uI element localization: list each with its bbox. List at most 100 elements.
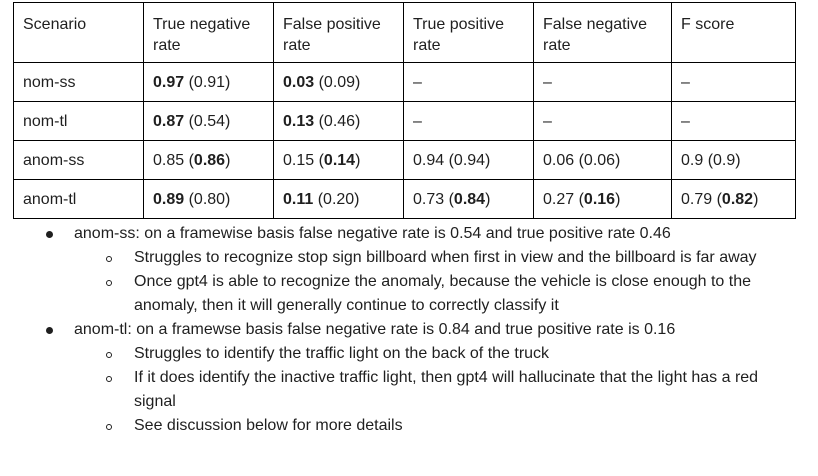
cell-true-negative-rate: 0.85 (0.86) [143, 140, 274, 180]
cell-text: ) [615, 190, 621, 208]
cell-text: ) [753, 190, 759, 208]
header-f-score: F score [671, 2, 796, 63]
table-row: anom-ss 0.85 (0.86) 0.15 (0.14) 0.94 (0.94)… [13, 140, 796, 180]
header-true-negative-rate: True negative rate [143, 2, 274, 63]
cell-false-positive-rate: 0.11 (0.20) [273, 179, 404, 219]
cell-text: 0.79 ( [681, 190, 722, 208]
table-row: nom-ss 0.97 (0.91) 0.03 (0.09) – – – [13, 62, 796, 102]
header-true-positive-rate: True positive rate [403, 2, 534, 63]
cell-text: – [413, 73, 422, 91]
note-item: anom-ss: on a framewise basis false nega… [0, 222, 818, 246]
cell-text: – [543, 73, 552, 91]
cell-text: 0.94 (0.94) [413, 151, 491, 169]
cell-text: 0.15 ( [283, 151, 324, 169]
header-false-negative-rate: False negative rate [533, 2, 672, 63]
cell-text: anom-ss [23, 151, 85, 169]
cell-false-positive-rate: 0.15 (0.14) [273, 140, 404, 180]
header-row: Scenario True negative rate False positi… [13, 2, 796, 63]
results-table: Scenario True negative rate False positi… [13, 2, 796, 219]
cell-text: nom-ss [23, 73, 76, 91]
note-item: anom-tl: on a framewse basis false negat… [0, 318, 818, 342]
bullet-circle-icon [106, 424, 112, 430]
bold-value: 0.86 [193, 151, 226, 169]
cell-false-positive-rate: 0.03 (0.09) [273, 62, 404, 102]
cell-f-score: – [671, 101, 796, 141]
sub-note-item: Struggles to identify the traffic light … [0, 342, 818, 366]
table-row: anom-tl 0.89 (0.80) 0.11 (0.20) 0.73 (0.84)… [13, 179, 796, 219]
bold-value: 0.82 [721, 190, 754, 208]
bold-value: 0.89 [153, 190, 185, 208]
sub-note-item: See discussion below for more details [0, 414, 818, 438]
sub-note-item: If it does identify the inactive traffic… [0, 366, 818, 414]
cell-text: (0.09) [314, 73, 361, 91]
sub-note-text: Once gpt4 is able to recognize the anoma… [134, 273, 751, 314]
cell-text: – [681, 73, 690, 91]
bullet-disc-icon [46, 327, 53, 334]
bullet-circle-icon [106, 256, 112, 262]
table-row: nom-tl 0.87 (0.54) 0.13 (0.46) – – – [13, 101, 796, 141]
cell-text: – [543, 112, 552, 130]
header-false-positive-rate: False positive rate [273, 2, 404, 63]
cell-scenario: anom-tl [13, 179, 144, 219]
cell-true-positive-rate: – [403, 62, 534, 102]
cell-text: nom-tl [23, 112, 68, 130]
cell-text: (0.54) [184, 112, 231, 130]
bold-value: 0.16 [583, 190, 616, 208]
sub-note-text: Struggles to identify the traffic light … [134, 345, 550, 362]
sub-note-text: If it does identify the inactive traffic… [134, 369, 759, 410]
note-text: anom-ss: on a framewise basis false nega… [74, 225, 671, 242]
bold-value: 0.87 [153, 112, 185, 130]
sub-note-item: Struggles to recognize stop sign billboa… [0, 246, 818, 270]
cell-text: 0.06 (0.06) [543, 151, 621, 169]
cell-f-score: 0.9 (0.9) [671, 140, 796, 180]
cell-text: ) [355, 151, 361, 169]
cell-scenario: anom-ss [13, 140, 144, 180]
table-body: nom-ss 0.97 (0.91) 0.03 (0.09) – – – nom-tl 0.8… [13, 62, 796, 219]
notes-list: anom-ss: on a framewise basis false nega… [0, 222, 818, 438]
cell-true-negative-rate: 0.87 (0.54) [143, 101, 274, 141]
cell-text: (0.80) [184, 190, 231, 208]
cell-text: ) [485, 190, 491, 208]
cell-f-score: – [671, 62, 796, 102]
cell-text: (0.46) [314, 112, 361, 130]
cell-text: 0.27 ( [543, 190, 584, 208]
bold-value: 0.03 [283, 73, 315, 91]
bullet-disc-icon [46, 231, 53, 238]
header-scenario: Scenario [13, 2, 144, 63]
bold-value: 0.14 [323, 151, 356, 169]
cell-text: (0.20) [313, 190, 360, 208]
cell-scenario: nom-ss [13, 62, 144, 102]
cell-true-positive-rate: 0.94 (0.94) [403, 140, 534, 180]
bold-value: 0.13 [283, 112, 315, 130]
cell-text: 0.73 ( [413, 190, 454, 208]
sub-note-item: Once gpt4 is able to recognize the anoma… [0, 270, 818, 318]
cell-text: anom-tl [23, 190, 77, 208]
bold-value: 0.84 [453, 190, 486, 208]
cell-false-positive-rate: 0.13 (0.46) [273, 101, 404, 141]
cell-true-negative-rate: 0.89 (0.80) [143, 179, 274, 219]
cell-scenario: nom-tl [13, 101, 144, 141]
bullet-circle-icon [106, 376, 112, 382]
cell-text: – [681, 112, 690, 130]
cell-text: – [413, 112, 422, 130]
sub-note-text: See discussion below for more details [134, 417, 403, 434]
cell-true-negative-rate: 0.97 (0.91) [143, 62, 274, 102]
cell-text: 0.85 ( [153, 151, 194, 169]
cell-text: ) [225, 151, 231, 169]
cell-f-score: 0.79 (0.82) [671, 179, 796, 219]
cell-true-positive-rate: 0.73 (0.84) [403, 179, 534, 219]
bold-value: 0.11 [283, 190, 314, 208]
cell-text: (0.91) [184, 73, 231, 91]
sub-note-text: Struggles to recognize stop sign billboa… [134, 249, 757, 266]
bullet-circle-icon [106, 352, 112, 358]
cell-false-negative-rate: – [533, 62, 672, 102]
note-text: anom-tl: on a framewse basis false negat… [74, 321, 676, 338]
bold-value: 0.97 [153, 73, 185, 91]
cell-text: 0.9 (0.9) [681, 151, 741, 169]
cell-false-negative-rate: – [533, 101, 672, 141]
bullet-circle-icon [106, 280, 112, 286]
cell-true-positive-rate: – [403, 101, 534, 141]
cell-false-negative-rate: 0.27 (0.16) [533, 179, 672, 219]
cell-false-negative-rate: 0.06 (0.06) [533, 140, 672, 180]
